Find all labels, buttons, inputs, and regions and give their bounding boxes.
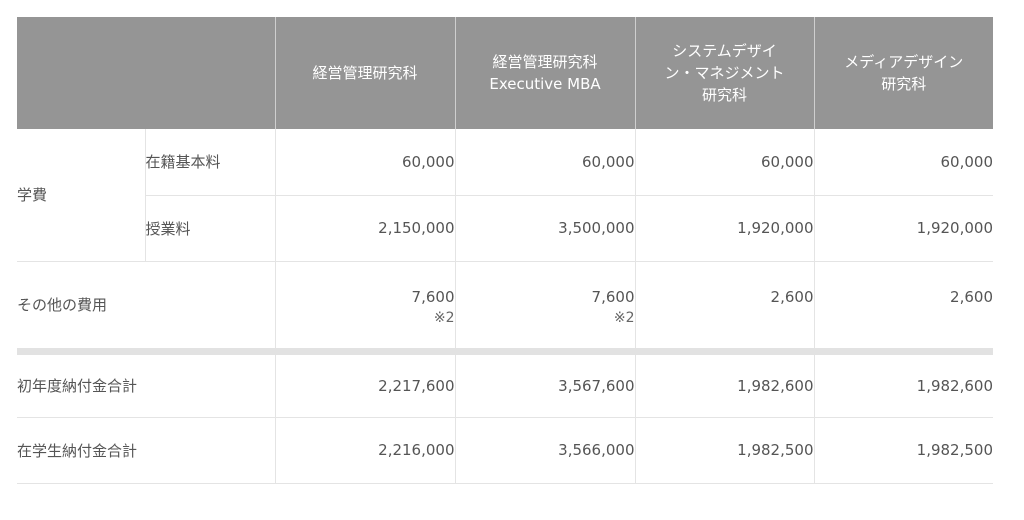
cell-value: 2,600 (814, 261, 993, 355)
table-header: 経営管理研究科 経営管理研究科 Executive MBA システムデザイ ン・マネ… (17, 17, 993, 129)
cell-value: 1,920,000 (814, 195, 993, 262)
cell-value: 3,567,600 (455, 351, 636, 418)
cell-value: 1,982,600 (814, 351, 993, 418)
cell-value: 7,600 ※2 (455, 261, 636, 355)
cell-value: 2,216,000 (275, 417, 456, 484)
cell-value: 1,982,600 (635, 351, 815, 418)
cell-value: 60,000 (455, 129, 636, 196)
row-label-tuition: 授業料 (145, 195, 276, 262)
cell-value: 2,217,600 (275, 351, 456, 418)
row-label-enrollment-fee: 在籍基本料 (145, 129, 276, 196)
header-col-2: 経営管理研究科 Executive MBA (455, 17, 636, 129)
header-text-line: 研究科 (701, 86, 747, 104)
table-row: 学費 在籍基本料 60,000 60,000 60,000 60,000 (17, 129, 993, 262)
cell-value: 60,000 (635, 129, 815, 196)
cell-value: 1,920,000 (635, 195, 815, 262)
header-text-line: ン・マネジメント (664, 64, 785, 82)
footnote-mark: ※2 (613, 309, 635, 326)
value-text: 2,600 (770, 287, 814, 306)
footnote-mark: ※2 (433, 309, 455, 326)
cell-value: 1,982,500 (814, 417, 993, 484)
header-text-line: 研究科 (881, 75, 927, 93)
cell-value: 60,000 (814, 129, 993, 196)
cell-value: 1,982,500 (635, 417, 815, 484)
row-label-first-year-total: 初年度納付金合計 (17, 351, 276, 418)
cell-value: 7,600 ※2 (275, 261, 456, 355)
table-row: その他の費用 7,600 ※2 7,600 ※2 2,600 2,600 (17, 261, 993, 355)
cell-value: 2,150,000 (275, 195, 456, 262)
row-label-continuing-total: 在学生納付金合計 (17, 417, 276, 484)
header-text-line: Executive MBA (489, 75, 601, 93)
value-text: 2,600 (950, 287, 993, 306)
header-blank (17, 17, 276, 129)
header-text-line: メディアデザイン (844, 53, 964, 71)
tuition-fee-table: 経営管理研究科 経営管理研究科 Executive MBA システムデザイ ン・マネ… (17, 17, 993, 484)
header-col-3: システムデザイ ン・マネジメント 研究科 (635, 17, 815, 129)
cell-value: 60,000 (275, 129, 456, 196)
header-text-line: システムデザイ (672, 42, 777, 60)
table-row: 初年度納付金合計 2,217,600 3,567,600 1,982,600 1… (17, 351, 993, 418)
header-col-1: 経営管理研究科 (275, 17, 456, 129)
tuition-group-label: 学費 (17, 129, 146, 262)
table-row: 授業料 2,150,000 3,500,000 1,920,000 1,920,… (17, 195, 993, 262)
header-text-line: 経営管理研究科 (312, 64, 418, 82)
cell-value: 2,600 (635, 261, 815, 355)
cell-value: 3,500,000 (455, 195, 636, 262)
value-text: 7,600 (411, 287, 455, 306)
table-row: 在学生納付金合計 2,216,000 3,566,000 1,982,500 1… (17, 417, 993, 484)
header-text-line: 経営管理研究科 (492, 53, 598, 71)
header-col-4: メディアデザイン 研究科 (814, 17, 993, 129)
value-text: 7,600 (591, 287, 635, 306)
row-label-other-fees: その他の費用 (17, 261, 276, 355)
cell-value: 3,566,000 (455, 417, 636, 484)
